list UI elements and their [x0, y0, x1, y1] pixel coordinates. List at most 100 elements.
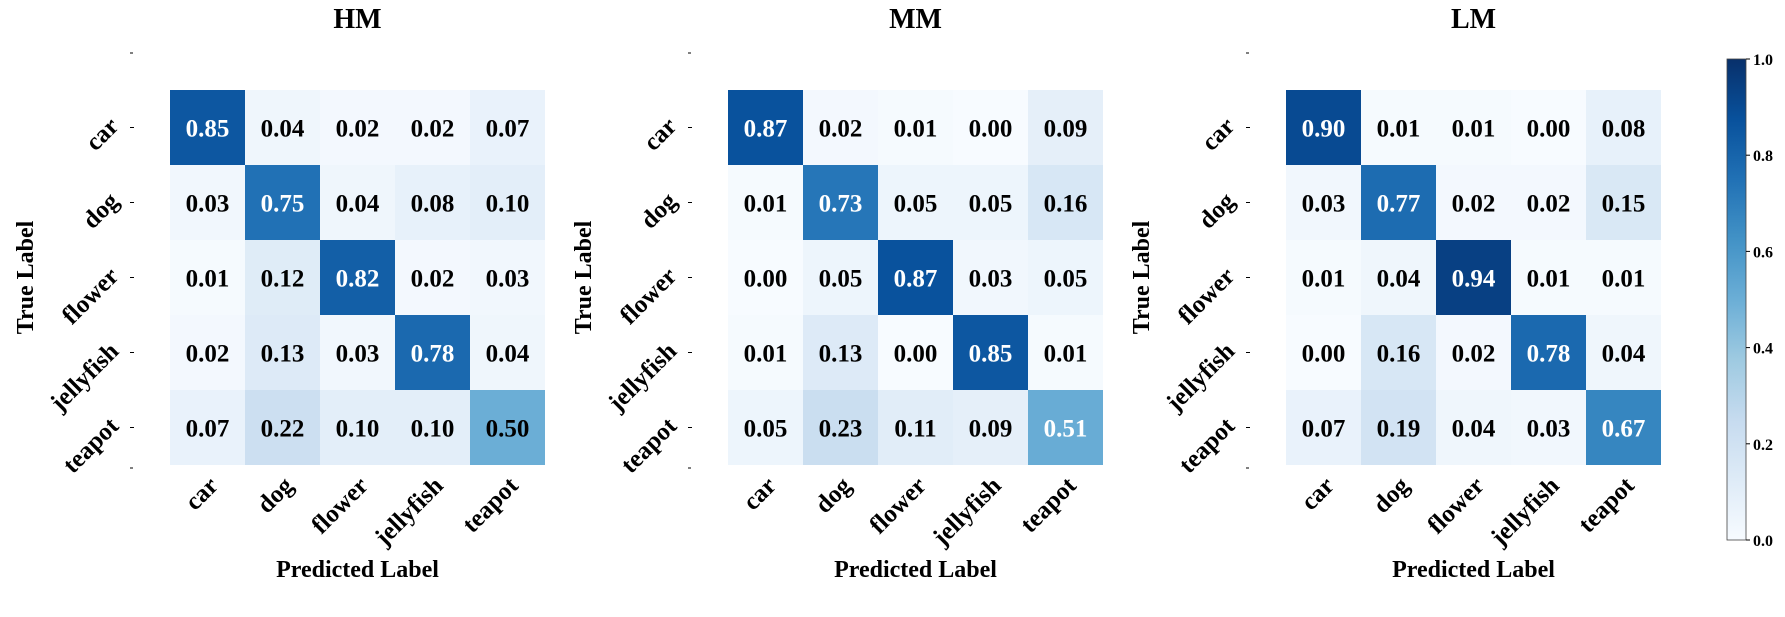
cell-value-label: 0.02	[336, 116, 380, 143]
x-tick-label: teapot	[458, 472, 525, 539]
heatmap-cell	[728, 240, 803, 315]
cell-value-label: 0.01	[1302, 266, 1346, 293]
y-tick-label: dog	[636, 187, 683, 234]
cell-value-label: 0.10	[336, 416, 380, 443]
cell-value-label: 0.01	[894, 116, 938, 143]
cell-value-label: 0.23	[819, 416, 863, 443]
heatmap-cell	[953, 90, 1028, 165]
cell-value-label: 0.22	[261, 416, 305, 443]
heatmap-cell	[1028, 240, 1103, 315]
heatmap-cell	[803, 240, 878, 315]
cell-value-label: 0.03	[969, 266, 1013, 293]
heatmap-cell	[728, 390, 803, 465]
heatmap-cell	[1511, 390, 1586, 465]
heatmap-panel-mm: MM 0.87 0.02 0.01 0.00 0.09 0.01 0.73 0.05 0.05 0.…	[571, 4, 1103, 583]
y-tick-label: jellyfish	[603, 338, 683, 418]
cell-value-label: 0.73	[819, 191, 863, 218]
cell-value-label: 0.51	[1044, 416, 1088, 443]
cell-value-label: 0.07	[186, 416, 230, 443]
cell-value-label: 0.08	[411, 191, 455, 218]
colorbar-tick-label: 1.0	[1753, 52, 1773, 69]
cell-value-label: 0.77	[1377, 191, 1421, 218]
cell-value-label: 0.09	[969, 416, 1013, 443]
heatmap-cell	[320, 390, 395, 465]
heatmap-cell	[395, 315, 470, 390]
cell-value-label: 0.05	[819, 266, 863, 293]
cell-value-label: 0.00	[744, 266, 788, 293]
cell-value-label: 0.05	[894, 191, 938, 218]
cell-value-label: 0.04	[1377, 266, 1421, 293]
x-tick-label: car	[738, 472, 782, 516]
heatmap-cell	[170, 390, 245, 465]
heatmap-cell	[395, 90, 470, 165]
x-axis-label: Predicted Label	[834, 557, 997, 583]
heatmap-cell	[245, 390, 320, 465]
cell-value-label: 0.11	[894, 416, 936, 443]
cell-value-label: 0.03	[186, 191, 230, 218]
cell-value-label: 0.67	[1602, 416, 1646, 443]
heatmap-cell	[1028, 315, 1103, 390]
cell-value-label: 0.16	[1044, 191, 1088, 218]
cell-value-label: 0.00	[894, 341, 938, 368]
y-tick-label: jellyfish	[45, 338, 125, 418]
cell-value-label: 0.15	[1602, 191, 1646, 218]
heatmap-cell	[1361, 390, 1436, 465]
heatmap-cell	[803, 315, 878, 390]
y-tick-label: flower	[615, 263, 682, 330]
heatmap-cell	[170, 315, 245, 390]
heatmap-cell	[1286, 315, 1361, 390]
heatmap-cell	[1436, 390, 1511, 465]
y-tick-label: car	[639, 113, 683, 157]
heatmap-cell	[1586, 90, 1661, 165]
x-tick-label: flower	[1423, 472, 1490, 539]
heatmap-cell	[1586, 315, 1661, 390]
cell-value-label: 0.00	[1527, 116, 1571, 143]
heatmap-cell	[1028, 390, 1103, 465]
heatmap-cell	[1286, 90, 1361, 165]
cell-value-label: 0.50	[486, 416, 530, 443]
cell-value-label: 0.90	[1302, 116, 1346, 143]
heatmap-cell	[470, 90, 545, 165]
heatmap-panel-lm: LM 0.90 0.01 0.01 0.00 0.08 0.03 0.77 0.02 0.02 0.…	[1129, 4, 1661, 583]
x-tick-label: jellyfish	[369, 472, 449, 552]
heatmap-cell	[1436, 90, 1511, 165]
heatmap-cell	[728, 90, 803, 165]
x-tick-label: teapot	[1016, 472, 1083, 539]
heatmap-cell	[1361, 315, 1436, 390]
y-axis-label: True Label	[1129, 220, 1155, 334]
heatmap-cell	[1361, 90, 1436, 165]
cell-value-label: 0.03	[1527, 416, 1571, 443]
heatmap-cell	[878, 390, 953, 465]
heatmap-cell	[320, 240, 395, 315]
heatmap-cell	[395, 165, 470, 240]
colorbar-tick-label: 0.2	[1753, 437, 1773, 454]
y-tick-label: car	[1197, 113, 1241, 157]
cell-value-label: 0.94	[1452, 266, 1496, 293]
x-tick-label: dog	[1368, 472, 1415, 519]
cell-value-label: 0.02	[1452, 191, 1496, 218]
colorbar-gradient	[1726, 58, 1747, 541]
heatmap-cell	[1286, 390, 1361, 465]
y-axis-label: True Label	[13, 220, 39, 334]
y-tick-label: flower	[1173, 263, 1240, 330]
heatmap-cell	[878, 165, 953, 240]
heatmap-cell	[470, 165, 545, 240]
x-tick-label: jellyfish	[1485, 472, 1565, 552]
heatmap-cell	[470, 390, 545, 465]
x-tick-label: dog	[252, 472, 299, 519]
heatmap-cell	[1586, 240, 1661, 315]
cell-value-label: 0.13	[261, 341, 305, 368]
heatmap-cell	[878, 240, 953, 315]
heatmap-panel-hm: HM 0.85 0.04 0.02 0.02 0.07 0.03 0.75 0.04 0.08 0.…	[13, 4, 545, 583]
cell-value-label: 0.85	[969, 341, 1013, 368]
heatmap-cell	[395, 240, 470, 315]
heatmap-cell	[1361, 240, 1436, 315]
cell-value-label: 0.02	[411, 116, 455, 143]
cell-value-label: 0.19	[1377, 416, 1421, 443]
heatmap-cell	[470, 315, 545, 390]
cell-value-label: 0.02	[1527, 191, 1571, 218]
x-tick-label: flower	[307, 472, 374, 539]
cell-value-label: 0.78	[1527, 341, 1571, 368]
cell-value-label: 0.04	[1452, 416, 1496, 443]
cell-value-label: 0.13	[819, 341, 863, 368]
